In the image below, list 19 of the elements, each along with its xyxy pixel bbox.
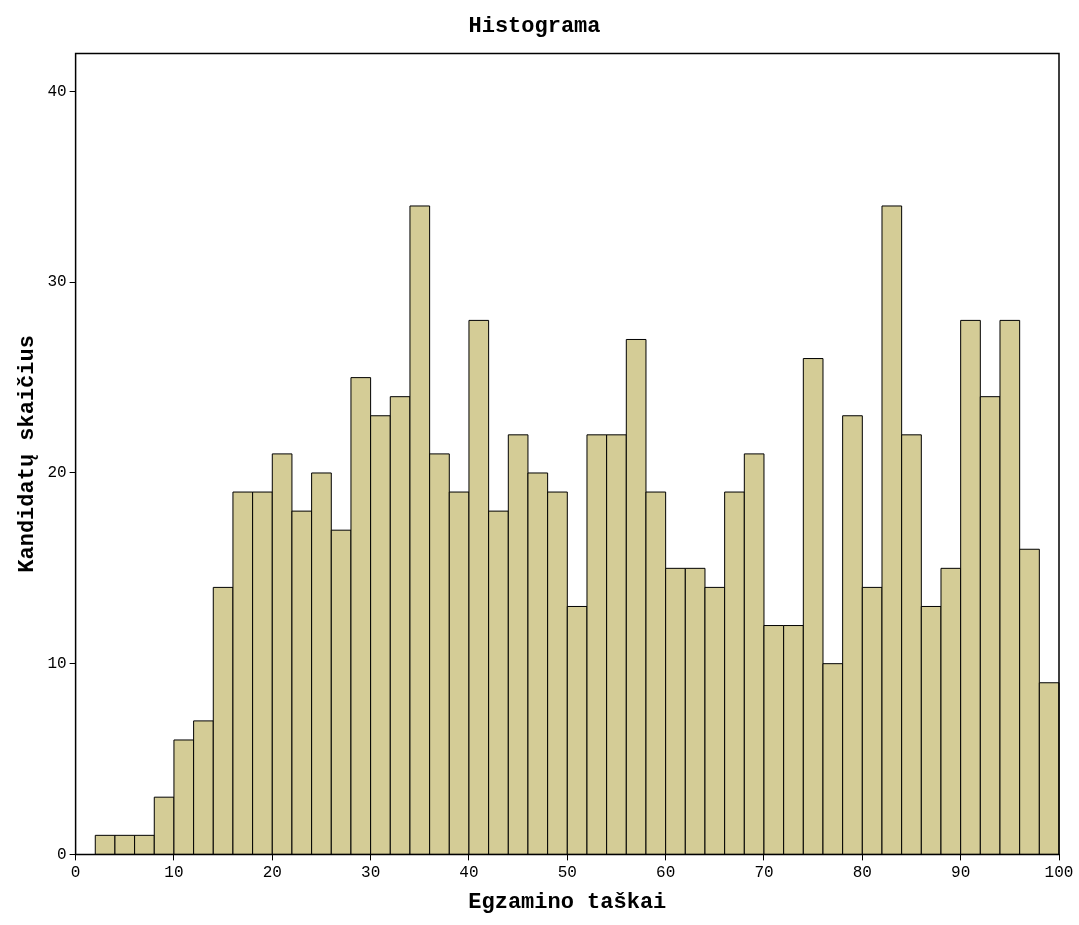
x-tick-label: 10 xyxy=(164,864,184,883)
x-tick-label: 0 xyxy=(70,864,81,883)
chart-title: Histograma xyxy=(468,13,601,39)
x-tick-label: 60 xyxy=(656,864,676,883)
x-tick-label: 20 xyxy=(262,864,282,883)
y-tick-label: 40 xyxy=(47,82,67,101)
x-tick-label: 40 xyxy=(459,864,479,883)
x-tick-label: 30 xyxy=(361,864,381,883)
y-tick-label: 0 xyxy=(56,845,67,864)
y-tick-label: 10 xyxy=(47,654,67,673)
y-tick-label: 30 xyxy=(47,273,67,292)
x-tick-label: 100 xyxy=(1044,864,1074,883)
x-tick-label: 80 xyxy=(852,864,872,883)
y-tick-label: 20 xyxy=(47,464,67,483)
x-tick-label: 90 xyxy=(951,864,971,883)
x-tick-label: 70 xyxy=(754,864,774,883)
x-tick-label: 50 xyxy=(557,864,577,883)
y-axis-title: Kandidatų skaičius xyxy=(14,335,40,573)
x-axis-title: Egzamino taškai xyxy=(468,890,667,916)
